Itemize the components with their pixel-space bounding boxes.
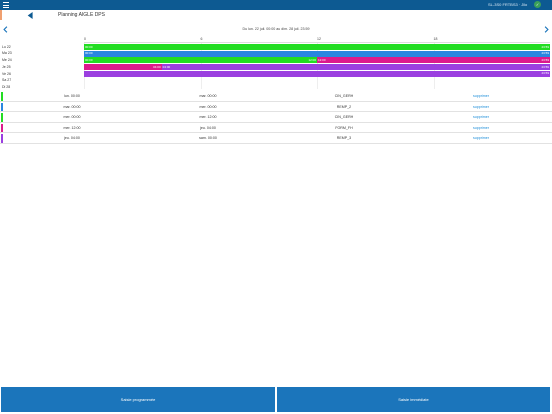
planning-bar[interactable]: 00:00 23:59	[84, 43, 550, 50]
scheduled-entry-button[interactable]: Saisie programmée	[1, 387, 275, 412]
bar-end-label: 23:59	[541, 64, 549, 69]
hour-tick-label: 0	[84, 37, 86, 41]
row-start: lun. 00:00	[64, 94, 80, 99]
row-start: jeu. 04:00	[64, 136, 80, 141]
list-item[interactable]: lun. 00:00 mar. 00:00 CIN_GERH supprimer	[0, 91, 552, 102]
top-app-bar: SL-3S0 FRTBS3 · Jllo ✓	[0, 0, 552, 10]
row-code: REMP_3	[336, 136, 352, 141]
planning-bar[interactable]: 04:00	[84, 63, 162, 70]
next-week-icon[interactable]	[543, 25, 550, 34]
bar-end-label: 23:59	[541, 44, 549, 49]
bar-end-label: 04:00	[153, 64, 161, 69]
list-item[interactable]: mer. 12:00 jeu. 04:00 FORM_FH supprimer	[0, 123, 552, 133]
row-color-indicator	[1, 113, 3, 122]
bar-end-label: 23:59	[541, 57, 549, 62]
planning-bar[interactable]: 04:00 23:59	[161, 63, 550, 70]
day-label: Sa 27	[2, 78, 12, 83]
menu-icon[interactable]	[3, 2, 9, 8]
row-end: sam. 00:00	[199, 136, 217, 141]
row-code: FORM_FH	[335, 125, 353, 130]
date-range: Du lun. 22 juil. 00:00 au dim. 28 juil. …	[242, 27, 310, 31]
bar-start-label: 12:00	[318, 57, 326, 62]
delete-link[interactable]: supprimer	[473, 94, 489, 99]
day-label: Di 28	[2, 84, 11, 89]
bar-end-label: 23:59	[541, 51, 549, 56]
row-color-indicator	[1, 123, 3, 132]
bar-end-label: 12:00	[308, 57, 316, 62]
row-end: mar. 00:00	[199, 94, 217, 99]
title-bar	[0, 10, 552, 21]
row-color-indicator	[1, 92, 3, 101]
delete-link[interactable]: supprimer	[473, 125, 489, 130]
user-info: SL-3S0 FRTBS3 · Jllo	[488, 2, 528, 7]
day-label: Ve 26	[2, 71, 11, 76]
row-code: REMP_2	[336, 104, 352, 109]
planning-bar[interactable]: 00:00 12:00	[84, 57, 317, 64]
bar-start-label: 04:00	[162, 64, 171, 69]
delete-link[interactable]: supprimer	[473, 136, 489, 141]
row-code: CIN_GERH	[334, 94, 354, 99]
list-item[interactable]: mar. 00:00 mer. 00:00 REMP_2 supprimer	[0, 102, 552, 112]
row-code: CIN_GERH	[334, 115, 354, 120]
day-label: Ma 23	[2, 51, 12, 56]
title-accent	[0, 10, 2, 20]
immediate-entry-button[interactable]: Saisie immédiate	[277, 387, 550, 412]
row-end: mer. 12:00	[199, 115, 217, 120]
hour-tick-label: 12	[317, 37, 321, 41]
back-arrow-icon[interactable]	[27, 12, 34, 19]
day-label: Lu 22	[2, 44, 11, 49]
planning-bar[interactable]: 00:00 23:59	[84, 50, 550, 57]
row-end: mer. 00:00	[199, 104, 217, 109]
status-icon[interactable]: ✓	[534, 1, 541, 8]
row-start: mar. 00:00	[63, 104, 81, 109]
row-start: mer. 12:00	[63, 125, 81, 130]
bar-end-label: 23:59	[541, 71, 549, 76]
delete-link[interactable]: supprimer	[473, 104, 489, 109]
hour-axis: 0 6 12 18	[84, 36, 550, 43]
bar-start-label: 00:00	[85, 44, 93, 49]
list-item[interactable]: jeu. 04:00 sam. 00:00 REMP_3 supprimer	[0, 133, 552, 144]
day-label: Je 25	[2, 64, 11, 69]
hour-tick-label: 6	[200, 37, 203, 41]
bar-start-label: 00:00	[85, 51, 93, 56]
day-label: Me 24	[2, 58, 12, 63]
row-color-indicator	[1, 134, 3, 143]
delete-link[interactable]: supprimer	[473, 115, 489, 120]
row-end: jeu. 04:00	[200, 125, 216, 130]
planning-bar[interactable]: 12:00 23:59	[317, 57, 550, 64]
hour-tick-label: 18	[433, 37, 438, 41]
list-item[interactable]: mer. 00:00 mer. 12:00 CIN_GERH supprimer	[0, 112, 552, 123]
page-title: Planning AIGLE DPS	[58, 12, 105, 18]
row-start: mer. 00:00	[63, 115, 81, 120]
row-color-indicator	[1, 102, 3, 111]
previous-week-icon[interactable]	[2, 25, 9, 34]
planning-bar[interactable]: 23:59	[84, 70, 550, 77]
bar-start-label: 00:00	[85, 57, 93, 62]
